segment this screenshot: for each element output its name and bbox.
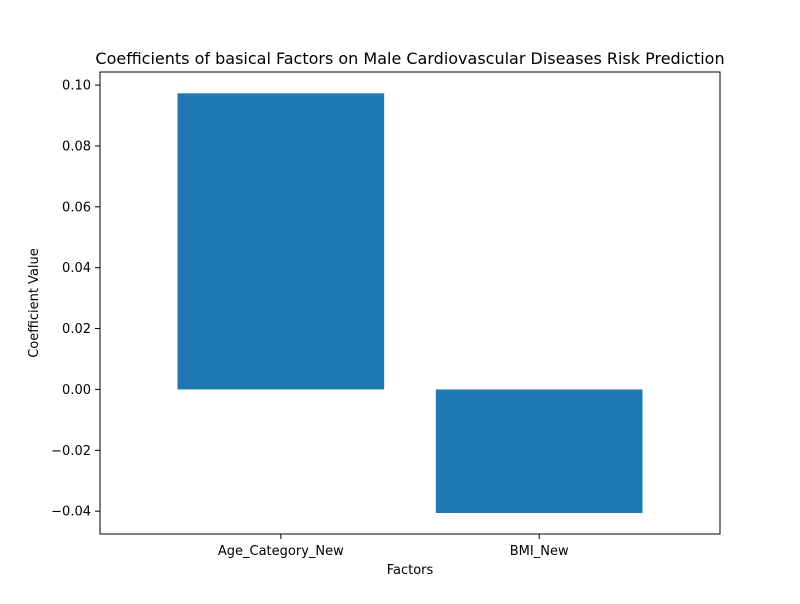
- axes-layer: [99, 71, 721, 535]
- y-tick-label: 0.10: [62, 79, 91, 94]
- y-tick-label: 0.02: [62, 322, 91, 337]
- y-axis-label: Coefficient Value: [27, 248, 42, 358]
- plot-frame: [99, 71, 721, 535]
- y-tick-label: 0.04: [62, 261, 91, 276]
- y-tick-label: 0.08: [62, 139, 91, 154]
- chart-title: Coefficients of basical Factors on Male …: [95, 49, 724, 68]
- x-axis-label: Factors: [387, 563, 434, 578]
- x-axis-ticks: Age_Category_New BMI_New: [218, 534, 569, 559]
- y-tick-label: 0.06: [62, 200, 91, 215]
- y-tick-label: −0.02: [51, 444, 91, 459]
- x-tick-label: Age_Category_New: [218, 544, 344, 559]
- bar-age-category-new: [177, 93, 385, 390]
- y-tick-label: −0.04: [51, 505, 91, 520]
- y-axis-ticks: −0.04 −0.02 0.00 0.02 0.04 0.06 0.08 0.10: [51, 79, 100, 520]
- bars-layer: [177, 93, 643, 513]
- y-tick-label: 0.00: [62, 383, 91, 398]
- x-tick-label: BMI_New: [510, 544, 569, 559]
- bar-bmi-new: [435, 389, 643, 513]
